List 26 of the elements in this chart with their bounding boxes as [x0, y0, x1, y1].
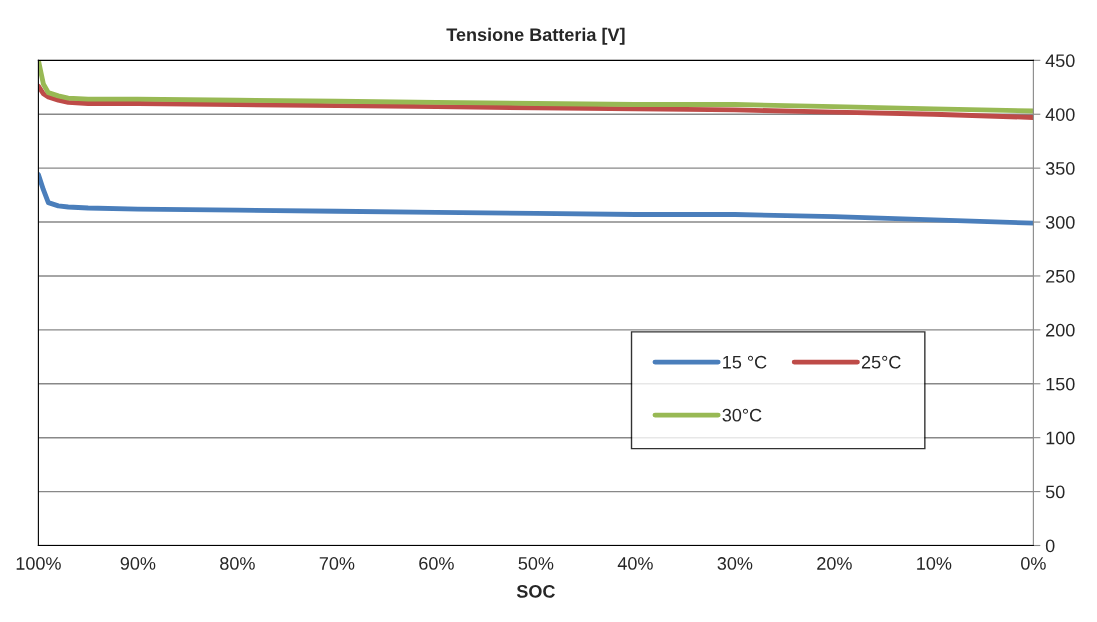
legend-label: 15 °C — [723, 355, 767, 369]
x-tick-label: 60% — [419, 557, 454, 570]
y-tick-label: 450 — [1045, 54, 1075, 68]
y-tick-label: 350 — [1045, 162, 1075, 175]
y-tick-label: 0 — [1045, 539, 1055, 553]
x-tick-label: 30% — [717, 557, 753, 570]
legend-label: 25°C — [861, 355, 901, 369]
chart-title: Tensione Batteria [V] — [446, 27, 625, 45]
x-tick-label: 50% — [518, 557, 554, 570]
x-tick-label: 100% — [16, 557, 61, 570]
legend-label: 30°C — [722, 408, 762, 422]
x-tick-label: 20% — [817, 557, 852, 570]
x-axis-title: SOC — [516, 585, 555, 598]
y-tick-label: 100 — [1046, 431, 1075, 445]
y-tick-label: 200 — [1046, 323, 1075, 337]
x-tick-label: 10% — [917, 557, 952, 570]
x-tick-label: 90% — [120, 557, 156, 570]
y-tick-label: 150 — [1046, 377, 1075, 391]
x-tick-label: 80% — [220, 557, 255, 570]
y-tick-label: 300 — [1045, 215, 1075, 229]
x-tick-label: 0% — [1021, 557, 1046, 570]
x-tick-label: 70% — [319, 557, 355, 570]
y-tick-label: 250 — [1046, 269, 1075, 283]
y-tick-label: 400 — [1045, 108, 1075, 121]
y-tick-label: 50 — [1045, 485, 1065, 499]
x-tick-label: 40% — [617, 557, 653, 570]
